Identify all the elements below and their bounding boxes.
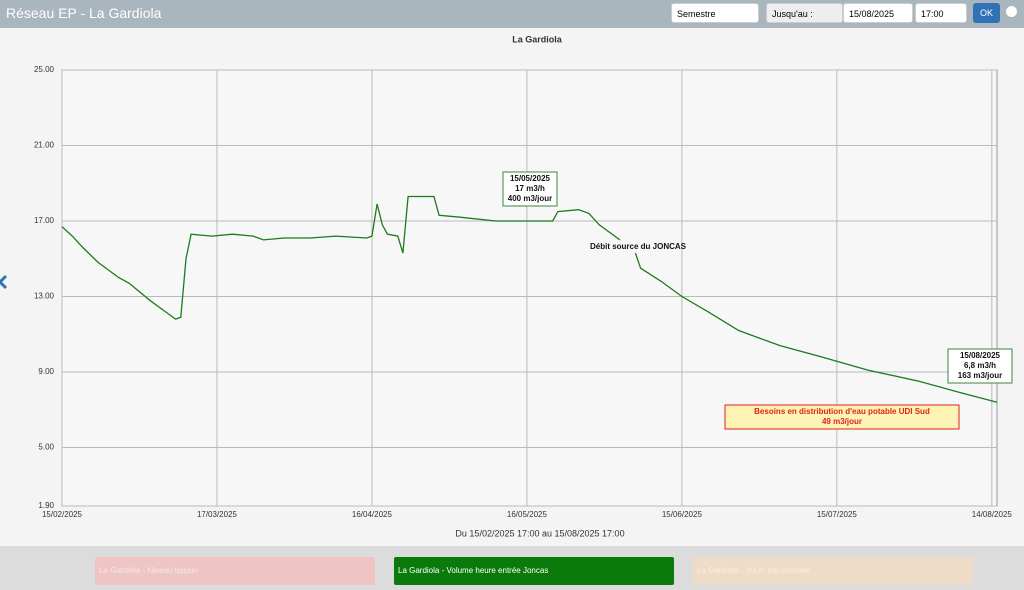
prev-arrow[interactable] bbox=[0, 274, 8, 290]
x-tick-label: 14/08/2025 bbox=[972, 510, 1013, 519]
annotation-box bbox=[502, 171, 558, 207]
annotation-text: 15/05/2025 bbox=[510, 174, 551, 183]
settings-icon[interactable] bbox=[1006, 6, 1017, 17]
x-tick-label: 15/02/2025 bbox=[42, 510, 83, 519]
page-title: Réseau EP - La Gardiola bbox=[6, 5, 162, 21]
annotation-box bbox=[724, 404, 960, 430]
annotation-text: 49 m3/jour bbox=[822, 417, 862, 426]
x-axis-title: Du 15/02/2025 17:00 au 15/08/2025 17:00 bbox=[455, 528, 624, 538]
y-tick-label: 13.00 bbox=[34, 292, 55, 301]
until-label: Jusqu'au : bbox=[766, 3, 843, 23]
legend-button[interactable]: La Gardiola - Niveau bassin bbox=[95, 557, 375, 585]
x-tick-label: 17/03/2025 bbox=[197, 510, 238, 519]
annotation-text: Débit source du JONCAS bbox=[590, 242, 687, 251]
y-tick-label: 25.00 bbox=[34, 65, 55, 74]
x-tick-label: 16/04/2025 bbox=[352, 510, 393, 519]
annotation-text: 17 m3/h bbox=[515, 184, 545, 193]
x-tick-label: 16/05/2025 bbox=[507, 510, 548, 519]
plot-area bbox=[61, 69, 998, 507]
y-tick-label: 1.90 bbox=[38, 501, 54, 510]
y-tick-label: 9.00 bbox=[38, 367, 54, 376]
chart: La Gardiola Du 15/02/2025 17:00 au 15/08… bbox=[0, 34, 1013, 538]
annotation-text: 6,8 m3/h bbox=[964, 361, 996, 370]
annotation-text: Besoins en distribution d'eau potable UD… bbox=[754, 407, 930, 416]
time-input[interactable]: 17:00 bbox=[915, 3, 967, 23]
annotation-text: 400 m3/jour bbox=[508, 194, 552, 203]
legend-bar: La Gardiola - Niveau bassin La Gardiola … bbox=[0, 546, 1024, 590]
y-tick-label: 17.00 bbox=[34, 216, 55, 225]
x-tick-label: 15/07/2025 bbox=[817, 510, 858, 519]
data-line bbox=[61, 195, 998, 403]
annotation-box bbox=[947, 348, 1013, 384]
ok-button[interactable]: OK bbox=[973, 3, 1000, 23]
y-tick-label: 21.00 bbox=[34, 141, 55, 150]
annotation-text: 15/08/2025 bbox=[960, 351, 1001, 360]
annotation-text: 163 m3/jour bbox=[958, 371, 1002, 380]
legend-button[interactable]: La Gardiola - Volume heure entrée Joncas bbox=[394, 557, 674, 585]
date-input[interactable]: 15/08/2025 bbox=[843, 3, 913, 23]
y-tick-label: 5.00 bbox=[38, 443, 54, 452]
legend-button[interactable]: La Gardiola - Vol.tr. cal.sommes bbox=[693, 557, 973, 585]
period-select[interactable]: Semestre bbox=[671, 3, 759, 23]
x-tick-label: 15/06/2025 bbox=[662, 510, 703, 519]
header: Réseau EP - La Gardiola Semestre Jusqu'a… bbox=[0, 0, 1024, 28]
chart-title: La Gardiola bbox=[512, 34, 563, 44]
